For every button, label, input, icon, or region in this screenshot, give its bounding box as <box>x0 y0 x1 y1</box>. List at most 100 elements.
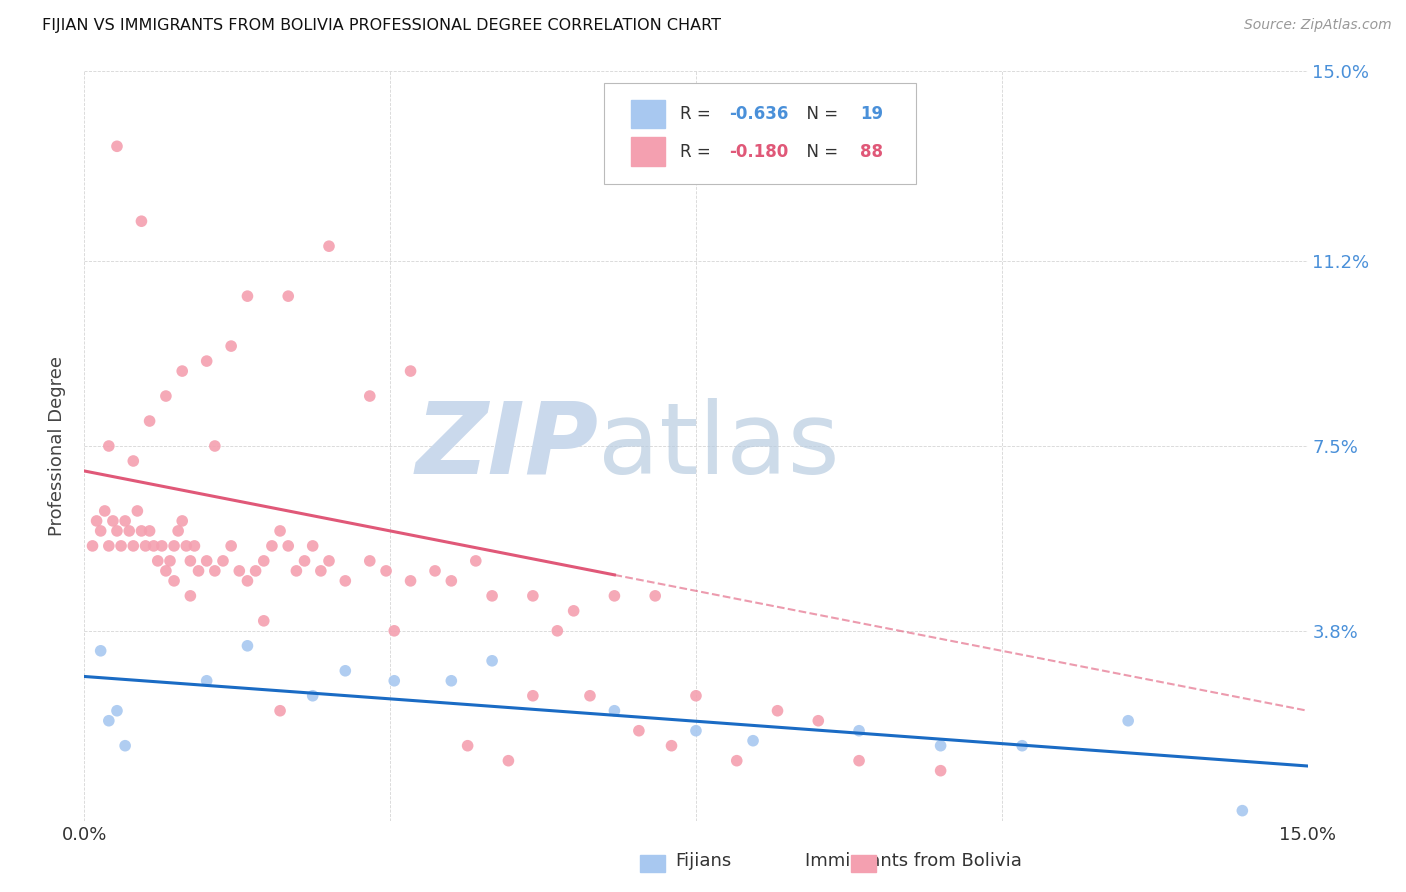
Point <box>236 639 259 653</box>
Point <box>195 554 218 568</box>
Point <box>1011 739 1033 753</box>
Point <box>269 524 291 538</box>
Point <box>187 564 209 578</box>
Point <box>522 689 544 703</box>
Point <box>440 673 463 688</box>
Point <box>155 389 177 403</box>
Point <box>1116 714 1139 728</box>
Point <box>579 689 602 703</box>
Point <box>725 754 748 768</box>
Point <box>146 554 169 568</box>
Point <box>167 524 190 538</box>
Point <box>86 514 108 528</box>
Point <box>105 139 128 153</box>
Point <box>603 704 626 718</box>
Point <box>848 754 870 768</box>
Point <box>603 589 626 603</box>
FancyBboxPatch shape <box>605 83 917 184</box>
Point <box>122 539 145 553</box>
Point <box>562 604 585 618</box>
Point <box>464 554 486 568</box>
Point <box>457 739 479 753</box>
Point <box>179 554 201 568</box>
Text: Immigrants from Bolivia: Immigrants from Bolivia <box>806 852 1022 870</box>
Point <box>399 574 422 588</box>
Point <box>93 504 115 518</box>
Point <box>498 754 520 768</box>
Point <box>685 723 707 738</box>
Text: R =: R = <box>681 105 716 123</box>
Point <box>1232 804 1254 818</box>
Point <box>174 539 197 553</box>
Text: Fijians: Fijians <box>675 852 731 870</box>
Point <box>301 689 323 703</box>
Point <box>138 414 160 428</box>
Point <box>318 554 340 568</box>
Point <box>685 689 707 703</box>
Text: 19: 19 <box>860 105 883 123</box>
Point <box>150 539 173 553</box>
Point <box>627 723 650 738</box>
Point <box>245 564 267 578</box>
Point <box>110 539 132 553</box>
Point <box>929 739 952 753</box>
Point <box>253 554 276 568</box>
Point <box>228 564 250 578</box>
Point <box>127 504 149 518</box>
Point <box>269 704 291 718</box>
Point <box>277 539 299 553</box>
Point <box>172 364 194 378</box>
Point <box>546 624 568 638</box>
Point <box>155 564 177 578</box>
Point <box>163 539 186 553</box>
Bar <box>631 100 665 128</box>
Point <box>929 764 952 778</box>
Point <box>97 539 120 553</box>
Point <box>318 239 340 253</box>
Y-axis label: Professional Degree: Professional Degree <box>48 356 66 536</box>
Point <box>277 289 299 303</box>
Point <box>440 574 463 588</box>
Point <box>285 564 308 578</box>
Point <box>101 514 124 528</box>
Point <box>522 589 544 603</box>
Point <box>335 574 357 588</box>
Point <box>807 714 830 728</box>
Text: atlas: atlas <box>598 398 839 494</box>
Point <box>135 539 157 553</box>
Point <box>179 589 201 603</box>
Point <box>309 564 332 578</box>
Point <box>399 364 422 378</box>
Point <box>382 624 405 638</box>
Point <box>848 723 870 738</box>
Point <box>204 439 226 453</box>
Text: N =: N = <box>796 105 844 123</box>
Point <box>114 739 136 753</box>
Point <box>163 574 186 588</box>
Point <box>90 644 112 658</box>
Point <box>423 564 446 578</box>
Point <box>359 554 381 568</box>
Point <box>131 214 153 228</box>
Point <box>105 704 128 718</box>
Point <box>195 354 218 368</box>
Point <box>219 539 242 553</box>
Point <box>253 614 276 628</box>
Point <box>375 564 398 578</box>
Point <box>335 664 357 678</box>
Text: R =: R = <box>681 143 716 161</box>
Point <box>131 524 153 538</box>
Point <box>742 733 765 747</box>
Point <box>260 539 283 553</box>
Point <box>301 539 323 553</box>
Point <box>359 389 381 403</box>
Text: FIJIAN VS IMMIGRANTS FROM BOLIVIA PROFESSIONAL DEGREE CORRELATION CHART: FIJIAN VS IMMIGRANTS FROM BOLIVIA PROFES… <box>42 18 721 33</box>
Text: Source: ZipAtlas.com: Source: ZipAtlas.com <box>1244 18 1392 32</box>
Point <box>382 673 405 688</box>
Point <box>219 339 242 353</box>
Point <box>159 554 181 568</box>
Point <box>766 704 789 718</box>
Point <box>142 539 165 553</box>
Bar <box>631 137 665 166</box>
Point <box>138 524 160 538</box>
